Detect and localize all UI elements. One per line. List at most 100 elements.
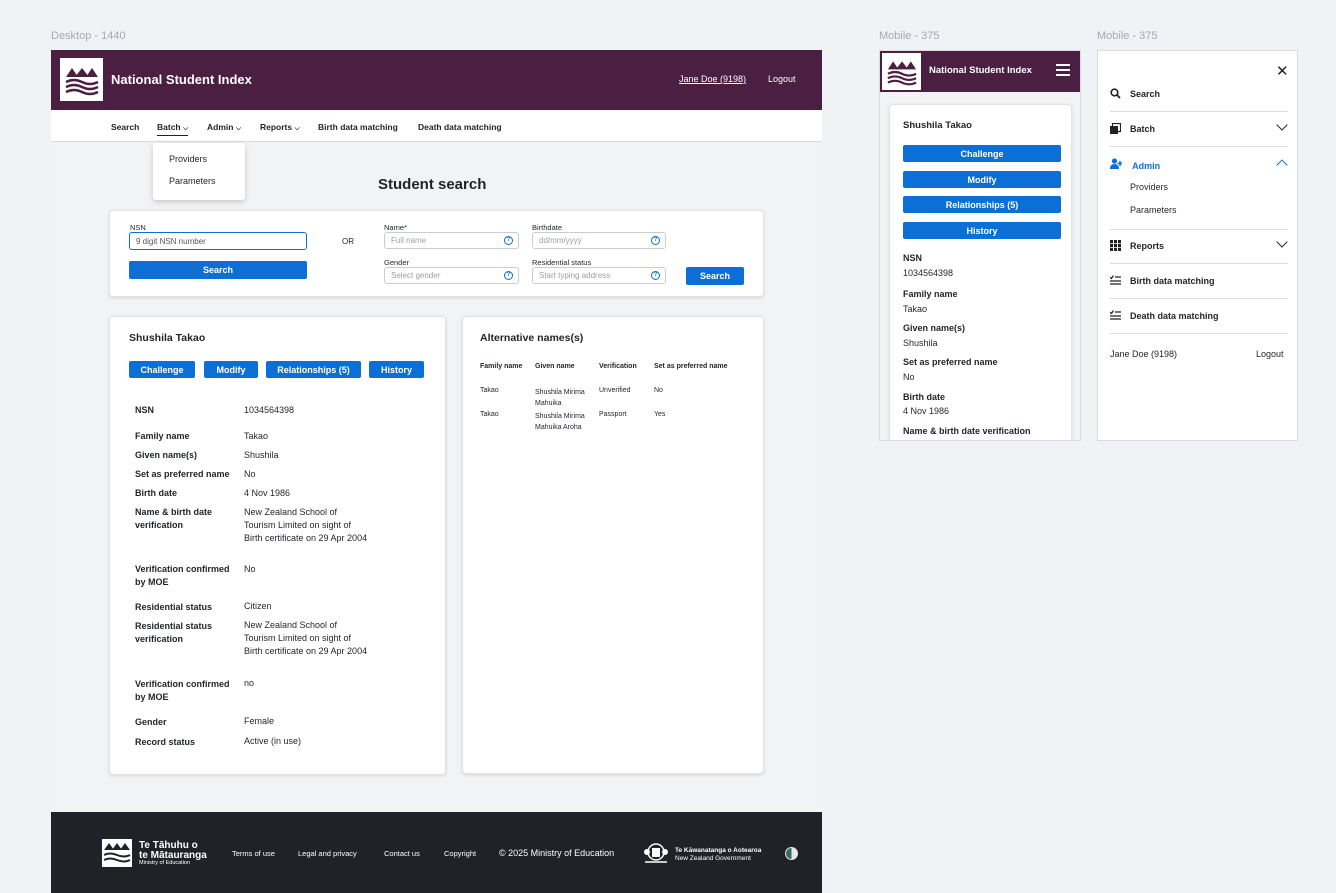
menu-user[interactable]: Jane Doe (9198) <box>1110 349 1178 359</box>
nav-batch-label: Batch <box>157 122 181 132</box>
nav-admin[interactable]: Admin ⌵ <box>207 122 241 133</box>
field-value: Shushila <box>903 338 938 348</box>
field-value: No <box>244 564 256 574</box>
field-label: Family name <box>903 289 958 299</box>
menu-item-label: Admin <box>1132 161 1161 171</box>
main-nav: Search Batch ⌵ Admin ⌵ Reports ⌵ Birth d… <box>51 110 822 142</box>
menu-logout[interactable]: Logout <box>1256 349 1284 359</box>
help-icon[interactable]: ? <box>504 271 513 280</box>
mobile-frame-detail: National Student Index Shushila Takao Ch… <box>879 50 1081 441</box>
desktop-frame: National Student Index Jane Doe (9198) L… <box>51 50 822 893</box>
checklist-icon <box>1109 310 1130 322</box>
gender-select[interactable]: Select gender ? <box>384 267 519 284</box>
modify-button[interactable]: Modify <box>903 171 1061 188</box>
birthdate-label: Birthdate <box>532 223 563 232</box>
field-label: Verification confirmed by MOE <box>135 564 230 587</box>
grid-icon <box>1110 239 1130 253</box>
footer-copyright-link[interactable]: Copyright <box>444 849 477 858</box>
nav-birth-matching[interactable]: Birth data matching <box>318 122 398 132</box>
column-header: Verification <box>599 363 637 370</box>
logo-icon <box>60 58 103 101</box>
nav-death-matching[interactable]: Death data matching <box>418 122 502 132</box>
table-cell: Takao <box>480 411 499 418</box>
menu-item-birth-matching[interactable]: Birth data matching <box>1109 264 1288 299</box>
challenge-button[interactable]: Challenge <box>129 361 195 378</box>
hamburger-icon[interactable] <box>1056 64 1070 76</box>
site-footer: Te Tāhuhu o te Mātauranga Ministry of Ed… <box>51 812 822 893</box>
relationships-button[interactable]: Relationships (5) <box>266 361 361 378</box>
menu-item-label: Batch <box>1130 124 1156 134</box>
org-name-line3: Ministry of Education <box>139 860 191 866</box>
modify-button[interactable]: Modify <box>204 361 258 378</box>
name-input[interactable]: Full name ? <box>384 232 519 249</box>
birthdate-input[interactable]: dd/mm/yyyy ? <box>532 232 666 249</box>
logout-link[interactable]: Logout <box>768 74 796 84</box>
menu-item-label: Reports <box>1130 241 1165 251</box>
mobile-header: National Student Index <box>880 51 1080 92</box>
moe-logo-icon <box>102 839 132 867</box>
history-button[interactable]: History <box>903 222 1061 239</box>
field-label: Given name(s) <box>135 450 198 460</box>
dropdown-item-parameters[interactable]: Parameters <box>169 176 216 186</box>
field-value: Female <box>244 716 275 726</box>
help-icon[interactable]: ? <box>651 236 660 245</box>
nsn-search-button[interactable]: Search <box>129 261 307 279</box>
field-label: Birth date <box>903 392 946 402</box>
nav-batch[interactable]: Batch ⌵ <box>157 122 189 136</box>
gender-label: Gender <box>384 258 410 267</box>
residential-label: Residential status <box>532 258 592 267</box>
field-label: Record status <box>135 737 196 747</box>
footer-contact-link[interactable]: Contact us <box>384 849 420 858</box>
user-link[interactable]: Jane Doe (9198) <box>679 74 747 84</box>
field-label: Residential status verification <box>135 621 213 644</box>
help-icon[interactable]: ? <box>651 271 660 280</box>
chevron-up-icon <box>1276 159 1288 171</box>
footer-legal-link[interactable]: Legal and privacy <box>298 849 357 858</box>
submenu-item-providers[interactable]: Providers <box>1130 182 1169 192</box>
dropdown-item-providers[interactable]: Providers <box>169 154 208 164</box>
residential-input[interactable]: Start typing address ? <box>532 267 666 284</box>
menu-item-death-matching[interactable]: Death data matching <box>1109 299 1288 334</box>
nsn-input[interactable]: 9 digit NSN number <box>129 232 307 250</box>
nav-search[interactable]: Search <box>111 122 140 132</box>
chevron-down-icon: ⌵ <box>235 125 242 132</box>
org-name-line1: Te Tāhuhu o <box>139 840 198 851</box>
close-icon[interactable]: ✕ <box>1276 63 1289 80</box>
table-cell: Passport <box>599 411 627 418</box>
chevron-down-icon: ⌵ <box>294 125 300 132</box>
chevron-down-icon: ⌵ <box>183 125 189 132</box>
submenu-item-parameters[interactable]: Parameters <box>1130 205 1177 215</box>
theme-toggle-icon[interactable] <box>785 847 798 860</box>
field-value: New Zealand School of Tourism Limited on… <box>244 507 368 543</box>
name-search-button[interactable]: Search <box>686 267 744 285</box>
search-icon <box>1110 87 1130 101</box>
chevron-down-icon <box>1276 119 1288 131</box>
field-value: Takao <box>903 304 928 314</box>
menu-item-search[interactable]: Search <box>1110 77 1288 112</box>
nav-reports[interactable]: Reports ⌵ <box>260 122 300 133</box>
batch-icon <box>1110 122 1130 136</box>
history-button[interactable]: History <box>369 361 424 378</box>
alt-names-title: Alternative names(s) <box>480 332 584 344</box>
frame-label-mobile-2: Mobile - 375 <box>1097 30 1158 42</box>
student-name: Shushila Takao <box>129 332 206 344</box>
batch-dropdown: Providers Parameters <box>153 143 245 200</box>
field-label: Set as preferred name <box>135 469 230 479</box>
nsn-input-value: 9 digit NSN number <box>136 236 206 246</box>
relationships-button[interactable]: Relationships (5) <box>903 196 1061 213</box>
menu-item-admin-group: Admin Providers Parameters <box>1110 147 1288 230</box>
org-name-line2: te Mātauranga <box>139 850 207 861</box>
challenge-button[interactable]: Challenge <box>903 145 1061 162</box>
chevron-down-icon <box>1276 236 1288 248</box>
column-header: Set as preferred name <box>654 363 728 370</box>
app-title: National Student Index <box>929 65 1032 76</box>
field-label: Residential status <box>135 602 213 612</box>
field-label: Verification confirmed by MOE <box>135 679 230 702</box>
help-icon[interactable]: ? <box>504 236 513 245</box>
menu-item-admin[interactable]: Admin <box>1110 158 1288 171</box>
frame-label-desktop: Desktop - 1440 <box>51 30 126 42</box>
footer-terms-link[interactable]: Terms of use <box>232 849 275 858</box>
table-cell: Shushila Mirima Mahuika <box>535 389 585 407</box>
menu-item-batch[interactable]: Batch <box>1110 112 1288 147</box>
menu-item-reports[interactable]: Reports <box>1110 229 1288 264</box>
